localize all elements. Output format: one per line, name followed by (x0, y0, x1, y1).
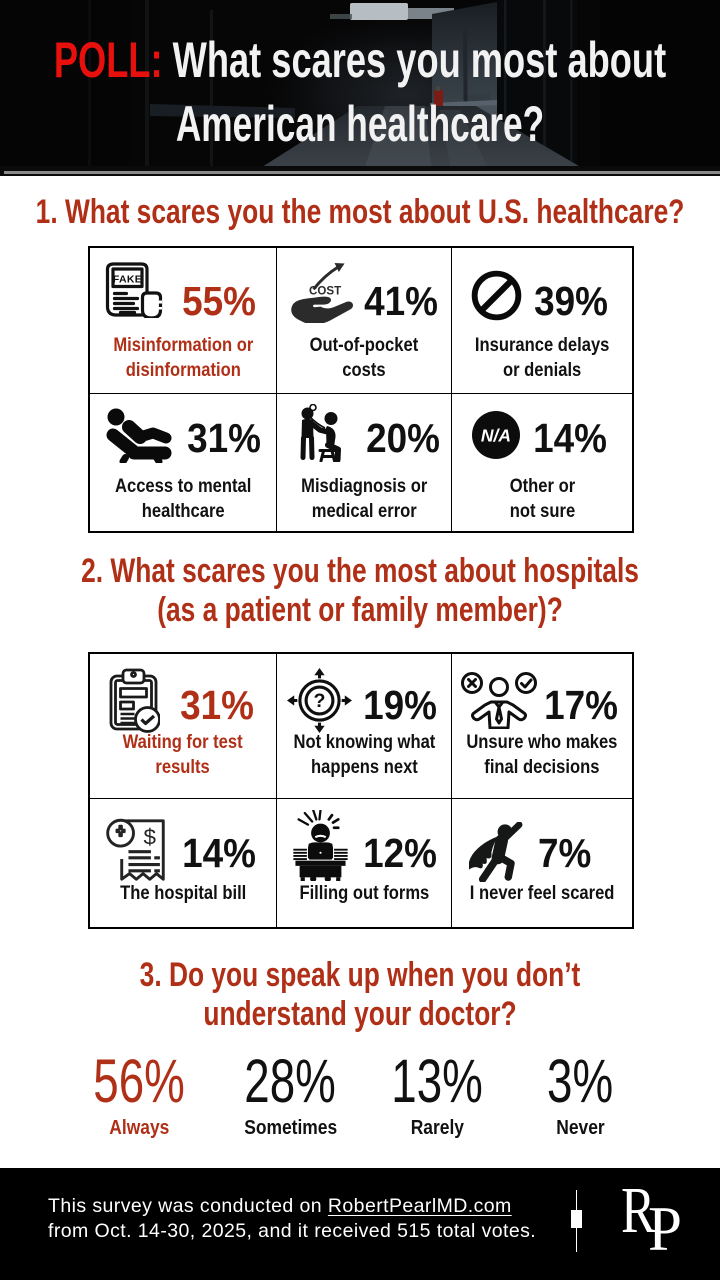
svg-text:?: ? (313, 690, 325, 712)
svg-text:N/A: N/A (481, 425, 511, 445)
svg-text:FAKE: FAKE (113, 273, 142, 285)
svg-text:$: $ (144, 824, 157, 849)
svg-text:COST: COST (310, 286, 342, 298)
